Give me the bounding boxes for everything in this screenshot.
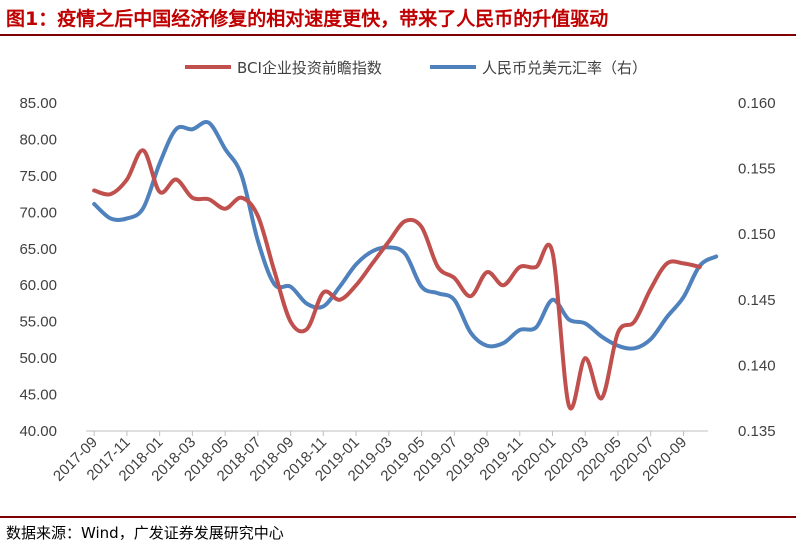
right-tick-label: 0.160	[738, 95, 776, 112]
right-tick-label: 0.155	[738, 161, 776, 178]
right-tick-label: 0.150	[738, 226, 776, 243]
left-tick-label: 80.00	[19, 131, 57, 148]
left-tick-label: 75.00	[19, 168, 57, 185]
legend: BCI企业投资前瞻指数 人民币兑美元汇率（右）	[185, 59, 647, 77]
title-divider	[0, 34, 796, 36]
right-tick-label: 0.135	[738, 423, 776, 440]
left-tick-label: 45.00	[19, 387, 57, 404]
right-tick-label: 0.145	[738, 292, 776, 309]
axes-group	[86, 430, 708, 436]
series-group	[92, 119, 719, 411]
left-tick-label: 55.00	[19, 314, 57, 331]
x-axis-tick-labels: 2017-092017-112018-012018-032018-052018-…	[50, 434, 690, 485]
legend-label: 人民币兑美元汇率（右）	[482, 59, 647, 77]
right-axis-tick-labels: 0.135 0.140 0.145 0.150 0.155 0.160	[738, 95, 776, 440]
left-tick-label: 65.00	[19, 241, 57, 258]
source-divider	[0, 516, 796, 518]
left-axis-tick-labels: 40.00 45.00 50.00 55.00 60.00 65.00 70.00 75.00…	[19, 95, 57, 440]
bci-index-line	[92, 148, 702, 411]
left-tick-label: 50.00	[19, 350, 57, 367]
legend-label: BCI企业投资前瞻指数	[237, 59, 382, 77]
left-tick-label: 60.00	[19, 277, 57, 294]
right-tick-label: 0.140	[738, 357, 776, 374]
left-tick-label: 70.00	[19, 204, 57, 221]
source-note: 数据来源：Wind，广发证券发展研究中心	[6, 524, 284, 542]
left-tick-label: 40.00	[19, 423, 57, 440]
left-tick-label: 85.00	[19, 95, 57, 112]
figure-title: 图1：疫情之后中国经济修复的相对速度更快，带来了人民币的升值驱动	[6, 8, 609, 30]
cny-usd-rate-line	[92, 119, 719, 351]
